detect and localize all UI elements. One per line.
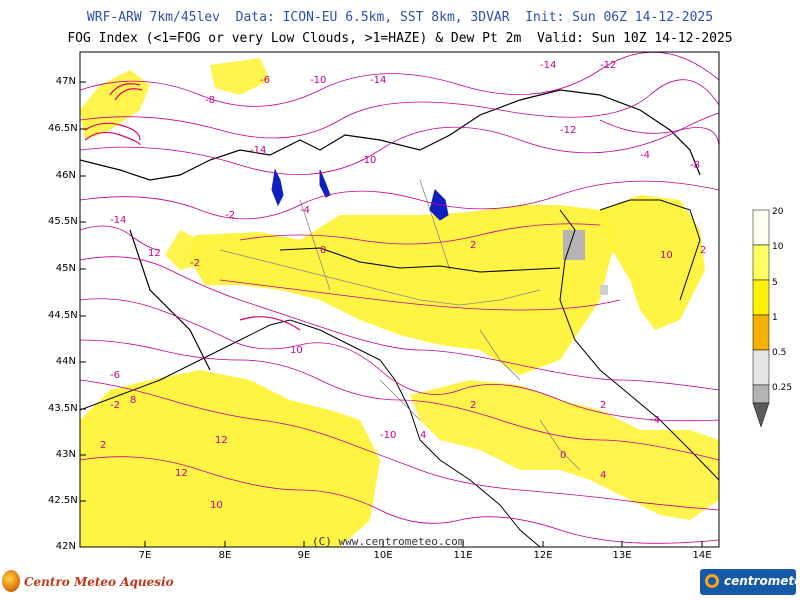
regional-borders (219, 179, 581, 471)
logo-right-text: centrometeo (724, 574, 800, 588)
national-border (80, 89, 701, 181)
fog-area-adriatic-north (600, 195, 705, 330)
map-field-layer (80, 52, 719, 547)
colorbar-swatch (752, 314, 770, 351)
lake-como (319, 169, 331, 198)
colorbar-swatch (752, 384, 770, 404)
fog-cell-small (600, 285, 608, 295)
contour-label: 12 (215, 435, 228, 446)
colorbar-swatch (752, 244, 770, 281)
lon-label: 12E (533, 550, 553, 561)
contour-label: 2 (700, 245, 707, 256)
po-river (279, 247, 561, 273)
contour-label: 8 (130, 395, 137, 406)
colorbar-tick: 5 (772, 278, 778, 288)
contour-label: -10 (360, 155, 377, 166)
colorbar-swatch (752, 209, 770, 246)
contour-label: -14 (250, 145, 267, 156)
lat-label: 46N (55, 170, 76, 181)
fog-area-central-italy (410, 380, 719, 520)
dewpoint-contours (80, 52, 719, 544)
contour-label: 10 (290, 345, 303, 356)
lon-label: 14E (692, 550, 712, 561)
contour-label: -8 (205, 95, 215, 106)
contour-label: -4 (300, 205, 310, 216)
lat-label: 44.5N (48, 310, 78, 321)
lon-label: 13E (612, 550, 632, 561)
contour-label: 10 (660, 250, 673, 261)
globe-icon (2, 570, 20, 592)
lat-label: 45.5N (48, 216, 78, 227)
ring-icon (705, 574, 719, 588)
lat-label: 47N (55, 76, 76, 87)
contour-label: 0 (560, 450, 567, 461)
contour-label: 0 (320, 245, 327, 256)
colorbar-tick: 0.5 (772, 348, 787, 358)
contour-label: -10 (380, 430, 397, 441)
contour-label: -4 (640, 150, 650, 161)
dewpoint-dense-contours (84, 83, 301, 331)
contour-label: -12 (560, 125, 577, 136)
fog-area-alps-north (210, 58, 270, 95)
contour-label: -10 (310, 75, 327, 86)
lat-label: 46.5N (48, 123, 78, 134)
contour-label: -6 (260, 75, 270, 86)
contour-label: -6 (110, 370, 120, 381)
logo-left-text: Centro Meteo Aquesio (24, 575, 174, 589)
colorbar-swatch (752, 349, 770, 386)
lat-label: 43.5N (48, 403, 78, 414)
contour-label: 2 (600, 400, 607, 411)
contour-label: 2 (470, 240, 477, 251)
contour-label: -4 (650, 415, 660, 426)
contour-label: -8 (690, 160, 700, 171)
lake-maggiore (271, 168, 284, 207)
contour-label: 12 (175, 468, 188, 479)
contour-label: -2 (190, 258, 200, 269)
contour-label: -2 (110, 400, 120, 411)
contour-label: 2 (470, 400, 477, 411)
chart-title-line1: WRF-ARW 7km/45lev Data: ICON-EU 6.5km, S… (86, 10, 714, 25)
logo-centrometeo[interactable]: centrometeo (700, 569, 800, 595)
coastline-adriatic (559, 209, 719, 481)
contour-label: 12 (148, 248, 161, 259)
fog-cell-lagoon (563, 230, 585, 260)
chart-title-line2: FOG Index (<1=FOG or very Low Clouds, >1… (67, 31, 733, 46)
colorbar-swatch (752, 279, 770, 316)
border-west (129, 229, 211, 371)
colorbar-tick: 10 (772, 242, 784, 252)
colorbar-tick: 0.25 (772, 383, 793, 393)
colorbar-tick: 20 (772, 207, 784, 217)
lat-label: 42.5N (48, 495, 78, 506)
contour-label: -14 (370, 75, 387, 86)
map-credit: (C) www.centrometeo.com (312, 535, 465, 548)
contour-label: -14 (540, 60, 557, 71)
fog-area-po-valley (190, 205, 620, 375)
colorbar-tick: 1 (772, 313, 778, 323)
lon-label: 8E (218, 550, 232, 561)
contour-label: -12 (600, 60, 617, 71)
lat-label: 44N (55, 356, 76, 367)
lon-label: 10E (373, 550, 393, 561)
contour-label: -14 (110, 215, 127, 226)
lon-label: 7E (138, 550, 152, 561)
lat-label: 42N (55, 541, 76, 552)
contour-label: -2 (225, 210, 235, 221)
map-frame (79, 51, 720, 548)
fog-area-alps-west (80, 70, 150, 140)
colorbar-arrow (752, 402, 770, 428)
lon-label: 9E (297, 550, 311, 561)
contour-label: 4 (600, 470, 607, 481)
contour-label: 2 (100, 440, 107, 451)
lat-label: 45N (55, 263, 76, 274)
colorbar (752, 209, 770, 428)
lon-label: 11E (453, 550, 473, 561)
axis-ticks (80, 81, 703, 547)
contour-label: 4 (420, 430, 427, 441)
fog-area-tyrrhenian (80, 370, 380, 547)
coastline-istria (599, 199, 701, 301)
fog-area-mid-west (165, 230, 200, 270)
contour-label: 10 (210, 500, 223, 511)
lat-label: 43N (55, 449, 76, 460)
